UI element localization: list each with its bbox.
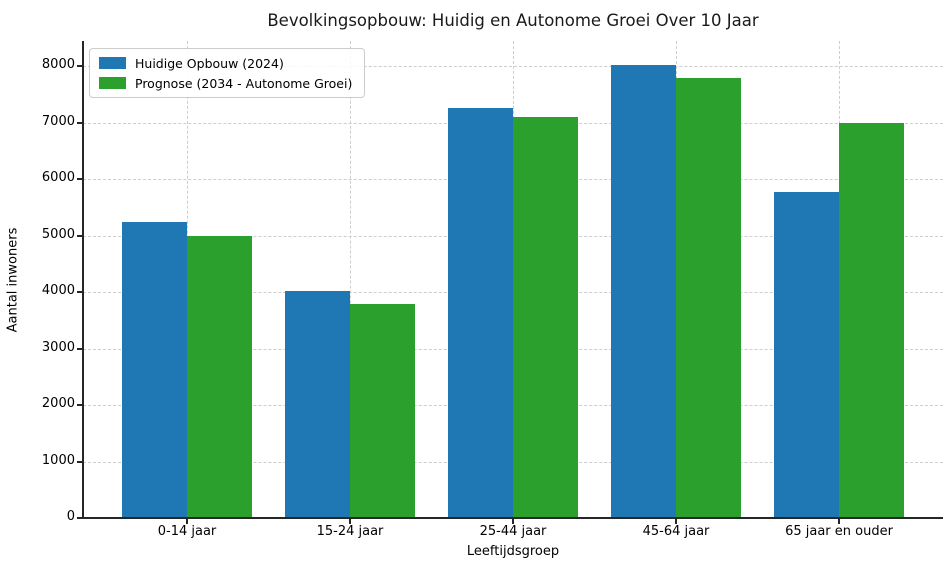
x-tick-label-65-jaar-en-ouder: 65 jaar en ouder (785, 524, 893, 539)
bar-series1-0-14-jaar (187, 235, 252, 518)
y-axis-spine (82, 41, 84, 519)
x-tick-mark-15-24-jaar (349, 519, 351, 524)
x-axis-label: Leeftijdsgroep (466, 544, 560, 559)
y-tick-label-2000: 2000 (41, 396, 75, 412)
y-tick-mark-0 (77, 517, 82, 519)
y-tick-mark-2000 (77, 404, 82, 407)
x-tick-mark-65-jaar-en-ouder (838, 519, 840, 524)
bar-series0-25-44-jaar (448, 107, 513, 518)
bar-series0-45-64-jaar (611, 64, 676, 518)
legend: Huidige Opbouw (2024) Prognose (2034 - A… (89, 48, 366, 98)
x-tick-label-15-24-jaar: 15-24 jaar (316, 524, 384, 539)
legend-swatch-prognose (99, 77, 126, 89)
bar-series0-15-24-jaar (285, 290, 350, 518)
legend-label-prognose: Prognose (2034 - Autonome Groei) (135, 75, 353, 91)
x-tick-label-25-44-jaar: 25-44 jaar (479, 524, 547, 539)
y-tick-mark-3000 (77, 347, 82, 350)
bar-series1-15-24-jaar (350, 303, 415, 518)
y-tick-label-0: 0 (66, 509, 75, 524)
y-tick-label-5000: 5000 (41, 226, 75, 242)
y-tick-mark-7000 (77, 121, 82, 124)
y-tick-label-3000: 3000 (41, 339, 75, 355)
x-gridline-15-24-jaar (350, 41, 351, 518)
x-tick-mark-0-14-jaar (186, 519, 188, 524)
y-tick-label-1000: 1000 (41, 452, 75, 468)
y-tick-label-4000: 4000 (41, 283, 75, 299)
y-axis-label: Aantal inwoners (5, 227, 21, 333)
y-tick-mark-4000 (77, 291, 82, 294)
x-axis-spine (82, 517, 943, 519)
chart-title: Bevolkingsopbouw: Huidig en Autonome Gro… (267, 11, 759, 30)
y-tick-mark-1000 (77, 460, 82, 463)
y-tick-label-6000: 6000 (41, 170, 75, 186)
bar-series1-25-44-jaar (513, 117, 578, 518)
y-tick-label-8000: 8000 (41, 57, 75, 73)
bar-series1-45-64-jaar (676, 77, 741, 518)
plot-area (83, 41, 943, 518)
y-tick-mark-8000 (77, 65, 82, 68)
bar-series0-65-jaar-en-ouder (774, 191, 839, 518)
x-tick-mark-45-64-jaar (675, 519, 677, 524)
y-tick-mark-6000 (77, 178, 82, 181)
x-tick-mark-25-44-jaar (512, 519, 514, 524)
y-tick-label-7000: 7000 (41, 113, 75, 129)
x-tick-label-45-64-jaar: 45-64 jaar (642, 524, 710, 539)
bar-series1-65-jaar-en-ouder (839, 122, 904, 518)
legend-item-prognose: Prognose (2034 - Autonome Groei) (99, 75, 352, 91)
legend-swatch-huidige (99, 57, 126, 69)
legend-label-huidige: Huidige Opbouw (2024) (135, 55, 284, 71)
x-tick-label-0-14-jaar: 0-14 jaar (157, 524, 217, 539)
legend-item-huidige: Huidige Opbouw (2024) (99, 55, 352, 71)
bar-series0-0-14-jaar (122, 221, 187, 518)
y-tick-mark-5000 (77, 234, 82, 237)
